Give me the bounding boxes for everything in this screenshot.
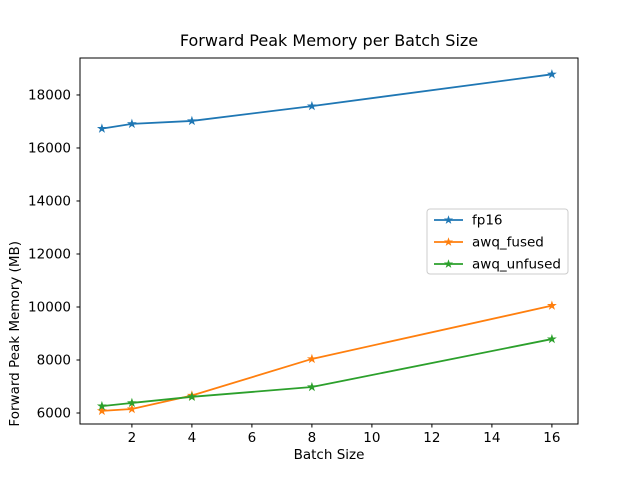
series-line-awq_unfused (101, 338, 553, 408)
legend: fp16 awq_fused awq_unfused (426, 208, 569, 275)
legend-marker-awq_unfused (443, 259, 454, 268)
x-axis-label: Batch Size (293, 447, 365, 463)
y-tick-label: 16000 (28, 140, 71, 156)
series-marker-fp16 (96, 123, 107, 133)
legend-box (426, 208, 569, 275)
series-marker-fp16 (126, 118, 137, 129)
series-marker-fp16 (306, 100, 317, 111)
series-line-awq_fused (101, 304, 553, 412)
legend-marker-awq_fused (443, 237, 454, 246)
series-marker-fp16 (186, 115, 197, 126)
y-tick-label: 6000 (37, 406, 71, 422)
chart-title: Forward Peak Memory per Batch Size (179, 31, 479, 50)
y-tick-label: 8000 (37, 352, 71, 368)
y-axis-label-text: Forward Peak Memory (MB) (7, 240, 23, 427)
series-line-fp16 (101, 73, 553, 130)
plot-border (79, 57, 579, 425)
x-tick-label: 12 (423, 430, 440, 446)
y-tick-label: 12000 (28, 246, 71, 262)
series-marker-awq_fused (96, 405, 107, 416)
x-tick-label: 2 (128, 430, 137, 446)
series-marker-fp16 (546, 69, 557, 79)
series-marker-awq_fused (546, 300, 557, 310)
legend-marker-fp16 (443, 215, 454, 224)
series-marker-awq_unfused (186, 391, 197, 402)
series-marker-awq_unfused (96, 400, 107, 411)
series-marker-awq_unfused (546, 333, 557, 344)
legend-label-fp16: fp16 (472, 213, 503, 229)
series-marker-awq_unfused (306, 381, 317, 392)
x-tick-label: 14 (483, 430, 500, 446)
series-marker-awq_fused (306, 353, 317, 364)
x-tick-label: 4 (188, 430, 197, 446)
x-tick-label: 10 (363, 430, 380, 446)
series-marker-awq_unfused (126, 397, 137, 408)
x-tick-label: 8 (308, 430, 317, 446)
series-marker-awq_fused (126, 403, 137, 414)
y-tick-label: 18000 (28, 87, 71, 103)
legend-label-awq_unfused: awq_unfused (472, 257, 561, 273)
y-tick-label: 14000 (28, 193, 71, 209)
y-tick-label: 10000 (28, 299, 71, 315)
x-tick-label: 16 (543, 430, 560, 446)
x-tick-label: 6 (248, 430, 257, 446)
legend-label-awq_fused: awq_fused (472, 235, 544, 251)
